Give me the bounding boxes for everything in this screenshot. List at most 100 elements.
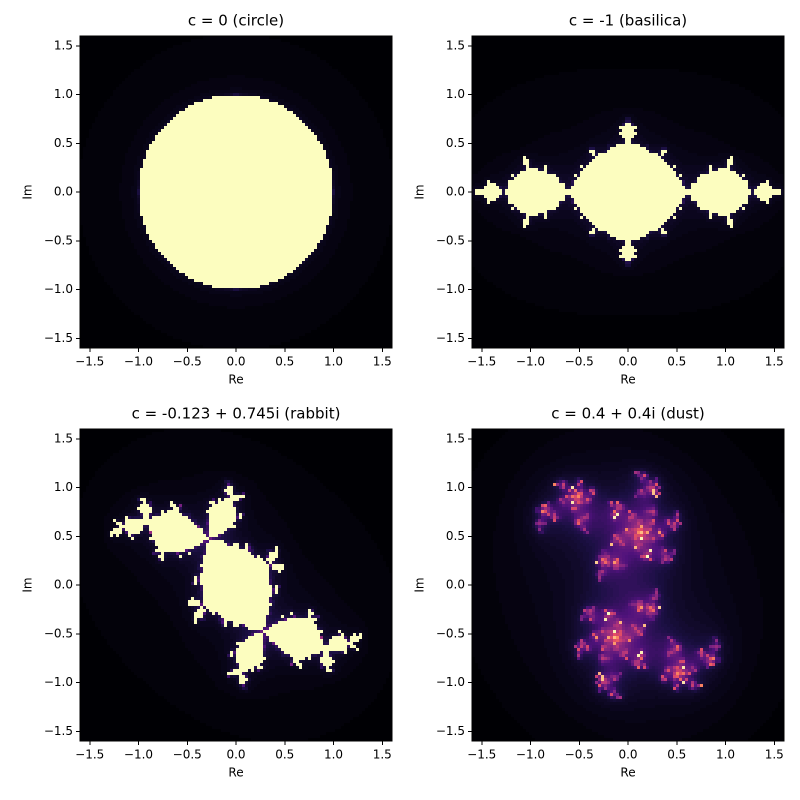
pixel-run (721, 303, 785, 307)
pixel-run (628, 513, 632, 517)
pixel-run (275, 645, 279, 649)
pixel-run (311, 615, 315, 619)
pixel-run (472, 57, 785, 61)
pixel-run (571, 528, 575, 532)
pixel-run (353, 183, 393, 187)
pixel-run (637, 492, 641, 496)
pixel-run (275, 549, 279, 553)
pixel-run (619, 537, 623, 541)
pixel-run (152, 246, 156, 250)
pixel-run (278, 561, 282, 565)
pixel-run (377, 543, 393, 547)
pixel-run (547, 507, 551, 511)
pixel-run (230, 732, 327, 736)
pixel-run (616, 252, 620, 256)
pixel-run (568, 516, 572, 520)
pixel-run (332, 171, 336, 175)
pixel-run (595, 486, 599, 490)
pixel-run (670, 534, 674, 538)
pixel-run (233, 480, 237, 484)
pixel-run (323, 249, 336, 253)
pixel-run (631, 510, 635, 514)
pixel-run (739, 210, 746, 214)
pixel-run (341, 240, 387, 244)
pixel-run (721, 78, 785, 82)
pixel-run (619, 546, 623, 550)
pixel-run (242, 288, 249, 292)
pixel-run (113, 537, 126, 541)
pixel-run (472, 447, 491, 451)
pixel-run (317, 600, 345, 604)
pixel-run (685, 555, 692, 559)
pixel-run (622, 120, 626, 124)
pixel-run (92, 615, 171, 619)
pixel-run (80, 147, 84, 151)
pixel-run (368, 630, 393, 634)
pixel-run (673, 477, 692, 481)
pixel-run (299, 45, 393, 49)
pixel-run (484, 180, 488, 184)
pixel-run (478, 210, 500, 214)
pixel-run (553, 168, 575, 172)
pixel-run (637, 117, 668, 121)
pixel-run (598, 513, 602, 517)
pixel-run (149, 537, 210, 541)
pixel-run (302, 270, 321, 274)
pixel-run (472, 531, 494, 535)
pixel-run (83, 492, 126, 496)
pixel-run (472, 237, 527, 241)
pixel-run (724, 240, 785, 244)
pixel-run (317, 138, 321, 142)
pixel-run (80, 78, 126, 82)
pixel-run (526, 216, 530, 220)
pixel-run (742, 450, 785, 454)
pixel-run (649, 549, 653, 553)
pixel-run (218, 657, 228, 661)
pixel-run (604, 543, 608, 547)
pixel-run (493, 444, 545, 448)
pixel-run (553, 510, 557, 514)
pixel-run (691, 555, 704, 559)
pixel-run (290, 531, 369, 535)
pixel-run (607, 144, 611, 148)
pixel-run (293, 537, 372, 541)
pixel-run (80, 534, 105, 538)
pixel-run (197, 606, 201, 610)
pixel-run (80, 681, 147, 685)
pixel-run (607, 561, 611, 565)
pixel-run (155, 558, 159, 562)
pixel-run (320, 270, 375, 274)
pixel-run (583, 165, 587, 169)
pixel-run (472, 306, 545, 310)
pixel-run (143, 234, 147, 238)
pixel-run (736, 165, 740, 169)
pixel-run (649, 555, 653, 559)
pixel-run (625, 507, 629, 511)
pixel-run (646, 144, 650, 148)
pixel-run (589, 525, 593, 529)
pixel-run (733, 165, 737, 169)
pixel-run (320, 129, 336, 133)
pixel-run (634, 525, 638, 529)
pixel-run (347, 660, 363, 664)
pixel-run (574, 219, 581, 223)
pixel-run (338, 660, 348, 664)
pixel-run (706, 171, 710, 175)
pixel-run (532, 165, 536, 169)
pixel-run (685, 537, 692, 541)
pixel-run (670, 558, 674, 562)
pixel-run (191, 576, 195, 580)
pixel-run (544, 216, 548, 220)
pixel-run (691, 558, 704, 562)
pixel-run (119, 297, 192, 301)
pixel-run (718, 228, 734, 232)
pixel-run (335, 249, 384, 253)
pixel-run (619, 246, 623, 250)
pixel-run (625, 531, 629, 535)
pixel-run (164, 123, 168, 127)
pixel-run (341, 678, 387, 682)
pixel-run (212, 612, 216, 616)
pixel-run (200, 573, 270, 577)
pixel-run (583, 525, 587, 529)
pixel-run (290, 660, 294, 664)
